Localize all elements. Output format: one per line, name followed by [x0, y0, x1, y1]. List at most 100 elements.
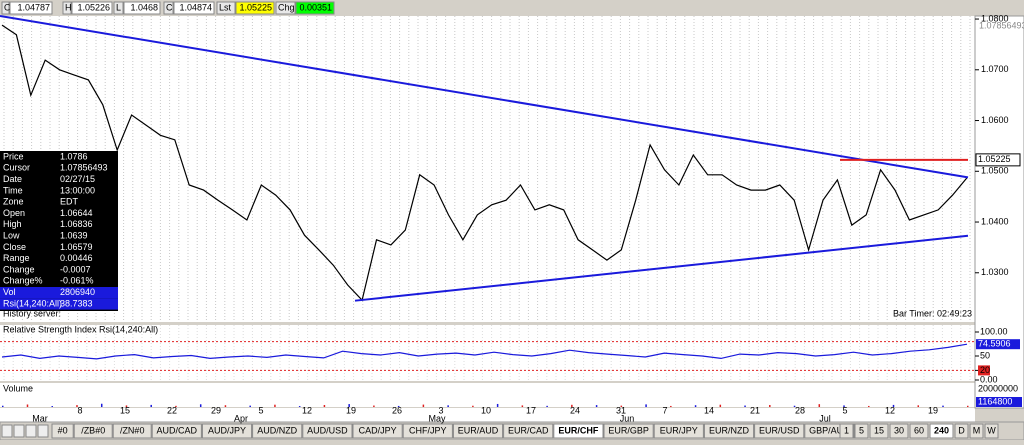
volume-bar [942, 405, 944, 407]
trendline [354, 234, 969, 302]
timeframe-button[interactable] [954, 423, 969, 439]
info-key: Low [3, 230, 20, 240]
tab-label: EUR/AUD [458, 425, 499, 435]
tab[interactable] [73, 423, 113, 439]
nav-button[interactable] [1, 424, 13, 438]
day-label: 7 [662, 405, 667, 415]
volume-bar [2, 405, 4, 407]
timeframe-label: 30 [894, 425, 904, 435]
field-label-box [275, 1, 296, 15]
tab[interactable] [51, 423, 74, 439]
month-label: Jul [819, 413, 831, 423]
tab[interactable] [402, 423, 453, 439]
timeframe-button[interactable] [929, 423, 954, 439]
tab[interactable] [703, 423, 755, 439]
timeframe-label: M [973, 425, 981, 435]
info-value: 1.07856493 [60, 163, 108, 173]
tab-label: EUR/USD [759, 425, 800, 435]
volume-last-label: 1164800 [978, 396, 1012, 406]
volume-bar [769, 405, 771, 407]
day-label: 8 [77, 405, 82, 415]
field-value-box [123, 1, 161, 15]
tab[interactable] [553, 423, 604, 439]
timeframe-label: 5 [859, 425, 864, 435]
info-key: Price [3, 151, 24, 161]
volume-bar [892, 404, 895, 407]
field-label: O [4, 2, 11, 12]
volume-bar [298, 406, 301, 407]
field-label: H [65, 2, 72, 12]
field-label-box [163, 1, 174, 15]
info-key: Close [3, 242, 26, 252]
tab[interactable] [452, 423, 504, 439]
field-value: 1.0468 [130, 2, 158, 12]
tab[interactable] [352, 423, 403, 439]
tab[interactable] [252, 423, 303, 439]
field-value: 0.00351 [299, 2, 332, 12]
info-value: 38.7383 [60, 298, 93, 308]
volume-plot [0, 383, 975, 407]
y-tick-label: 20 [980, 365, 990, 375]
field-value-box [71, 1, 113, 15]
field-label-box [216, 1, 236, 15]
timeframe-button[interactable] [909, 423, 929, 439]
tab-label: EUR/GBP [608, 425, 649, 435]
volume-bar [51, 406, 53, 407]
volume-bar [249, 405, 251, 407]
info-key: High [3, 219, 22, 229]
info-value: 02/27/15 [60, 174, 95, 184]
tab[interactable] [151, 423, 202, 439]
timeframe-button[interactable] [889, 423, 909, 439]
day-label: 5 [842, 405, 847, 415]
timeframe-label: W [987, 425, 996, 435]
tab-label: AUD/NZD [257, 425, 297, 435]
tab-label: EUR/CAD [508, 425, 549, 435]
info-value: -0.0007 [60, 264, 91, 274]
timeframe-button[interactable] [969, 423, 984, 439]
field-label-box [1, 1, 10, 15]
y-tick-label: 1.0500 [981, 166, 1009, 176]
day-label: 12 [885, 405, 895, 415]
volume-bar [100, 403, 103, 407]
tab-label: GBP/AUD [809, 425, 850, 435]
timeframe-button[interactable] [854, 423, 869, 439]
volume-bar [76, 405, 78, 407]
tab[interactable] [754, 423, 805, 439]
tab[interactable] [302, 423, 353, 439]
tab[interactable] [503, 423, 554, 439]
timeframe-button[interactable] [839, 423, 854, 439]
timeframe-button[interactable] [869, 423, 889, 439]
timeframe-button[interactable] [984, 423, 999, 439]
tab[interactable] [653, 423, 704, 439]
tab-label: EUR/JPY [660, 425, 698, 435]
info-key: Open [3, 208, 25, 218]
tab[interactable] [112, 423, 152, 439]
y-tick-label: 1.0300 [981, 267, 1009, 277]
field-value-box [295, 1, 335, 15]
nav-button[interactable] [13, 424, 25, 438]
info-value: EDT [60, 197, 79, 207]
info-value: -0.061% [60, 276, 94, 286]
day-label: 29 [211, 405, 221, 415]
field-label-box [113, 1, 124, 15]
volume-bar [868, 405, 870, 407]
info-highlight [0, 287, 118, 299]
volume-bar [274, 404, 276, 407]
field-label: Lst [219, 2, 232, 12]
y-tick-label: 1.0600 [981, 115, 1009, 125]
tab-label: EUR/NZD [709, 425, 749, 435]
day-label: 19 [346, 405, 356, 415]
info-key: Rsi(14,240:All) [3, 298, 62, 308]
volume-bar [496, 403, 499, 407]
nav-button[interactable] [37, 424, 49, 438]
tab[interactable] [201, 423, 253, 439]
field-label: L [116, 2, 121, 12]
day-label: 22 [167, 405, 177, 415]
nav-button[interactable] [25, 424, 37, 438]
info-value: 0.00446 [60, 253, 93, 263]
volume-bar [199, 404, 202, 407]
day-label: 3 [438, 405, 443, 415]
info-value: 2806940 [60, 287, 95, 297]
tab[interactable] [603, 423, 654, 439]
